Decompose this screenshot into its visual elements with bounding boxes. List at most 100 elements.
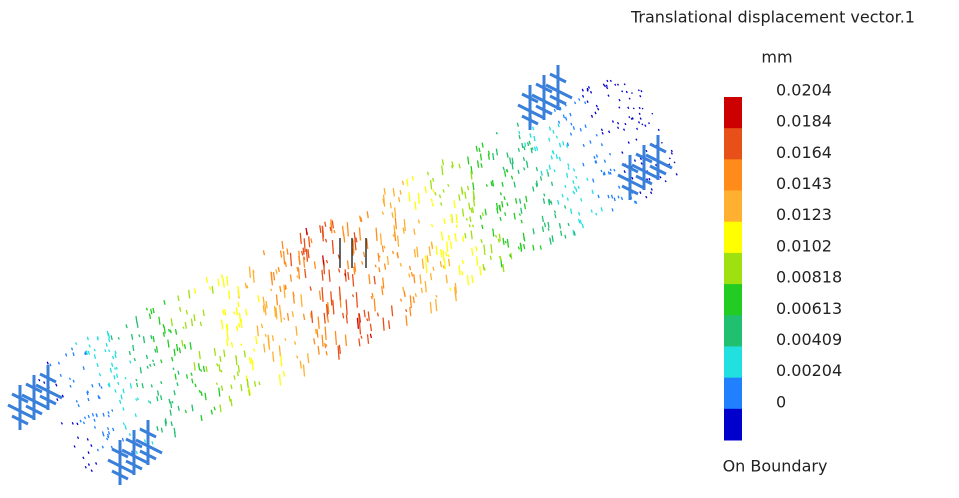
displacement-vector — [223, 279, 224, 288]
displacement-vector — [514, 182, 515, 188]
displacement-vector — [101, 386, 102, 388]
displacement-vector — [326, 239, 327, 242]
displacement-vector — [380, 233, 381, 245]
displacement-vector — [308, 249, 309, 258]
displacement-vector — [676, 173, 677, 175]
displacement-vector — [216, 383, 217, 385]
displacement-vector — [583, 95, 584, 97]
displacement-vector — [482, 212, 483, 216]
displacement-vector — [573, 180, 574, 183]
displacement-vector — [353, 294, 354, 296]
displacement-vector — [369, 274, 370, 284]
displacement-vector — [326, 351, 327, 355]
displacement-vector — [390, 202, 391, 208]
displacement-vector — [482, 143, 483, 148]
displacement-vector — [339, 345, 340, 354]
displacement-vector — [674, 162, 675, 163]
displacement-vector — [176, 329, 177, 335]
displacement-vector — [249, 266, 250, 277]
displacement-vector — [382, 211, 383, 214]
displacement-vector — [541, 176, 542, 180]
displacement-vector — [502, 201, 503, 207]
displacement-vector — [533, 127, 534, 130]
displacement-vector — [384, 188, 385, 194]
displacement-vector — [69, 378, 70, 380]
displacement-vector — [60, 374, 61, 377]
displacement-vector — [467, 275, 468, 285]
displacement-vector — [109, 383, 110, 388]
displacement-vector — [186, 374, 187, 378]
displacement-vector — [111, 446, 112, 449]
displacement-vector — [632, 177, 633, 179]
displacement-vector — [83, 366, 84, 369]
displacement-vector — [201, 369, 202, 371]
displacement-vector — [240, 313, 241, 323]
displacement-vector — [209, 286, 210, 290]
displacement-vector — [442, 159, 443, 165]
displacement-vector — [148, 400, 149, 402]
displacement-vector — [88, 398, 89, 401]
displacement-vector — [178, 295, 179, 300]
displacement-vector — [112, 363, 113, 367]
displacement-vector — [236, 355, 237, 365]
displacement-vector — [553, 130, 554, 133]
displacement-vector — [234, 312, 235, 315]
displacement-vector — [582, 89, 583, 91]
displacement-vector — [596, 154, 597, 157]
displacement-vector — [367, 211, 368, 218]
displacement-vector — [455, 233, 456, 242]
displacement-vector — [524, 203, 525, 209]
displacement-vector — [619, 99, 620, 101]
displacement-vector — [431, 199, 432, 203]
displacement-vector — [221, 370, 222, 372]
displacement-vector — [425, 281, 426, 292]
displacement-vector — [473, 225, 474, 227]
displacement-vector — [406, 309, 407, 311]
displacement-vector — [639, 121, 640, 123]
displacement-vector — [278, 267, 279, 272]
displacement-vector — [526, 196, 527, 202]
displacement-vector — [284, 251, 285, 264]
displacement-vector — [468, 186, 469, 190]
displacement-vector — [190, 342, 191, 349]
displacement-vector — [66, 353, 67, 356]
displacement-vector — [614, 169, 615, 171]
displacement-vector — [410, 266, 411, 270]
displacement-vector — [367, 318, 368, 321]
displacement-vector — [57, 399, 58, 401]
displacement-vector — [276, 269, 277, 274]
displacement-vector — [543, 198, 544, 204]
displacement-vector — [641, 163, 642, 165]
displacement-vector — [433, 267, 434, 271]
displacement-vector — [410, 295, 411, 308]
displacement-vector — [519, 135, 520, 139]
displacement-vector — [168, 340, 169, 348]
displacement-vector — [669, 158, 670, 159]
displacement-vector — [374, 298, 375, 311]
displacement-vector — [399, 197, 400, 202]
displacement-vector — [285, 262, 286, 267]
displacement-vector — [542, 226, 543, 231]
displacement-vector — [343, 313, 344, 319]
displacement-vector — [549, 165, 550, 170]
displacement-vector — [301, 294, 302, 307]
displacement-vector — [172, 357, 173, 361]
displacement-vector — [536, 167, 537, 171]
displacement-vector — [631, 118, 632, 120]
displacement-vector — [521, 220, 522, 223]
displacement-vector — [481, 163, 482, 167]
displacement-vector — [344, 234, 345, 243]
displacement-vector — [592, 190, 593, 194]
displacement-vector — [231, 385, 232, 389]
displacement-vector — [579, 98, 580, 100]
displacement-vector — [571, 209, 572, 214]
displacement-vector — [174, 349, 175, 356]
displacement-vector — [87, 337, 88, 340]
displacement-vector — [304, 238, 305, 252]
displacement-vector — [409, 192, 410, 201]
displacement-vector — [624, 170, 625, 173]
legend-footer: On Boundary — [723, 457, 828, 476]
displacement-vector — [503, 167, 504, 170]
displacement-vector — [484, 244, 485, 252]
displacement-vector — [87, 391, 88, 393]
